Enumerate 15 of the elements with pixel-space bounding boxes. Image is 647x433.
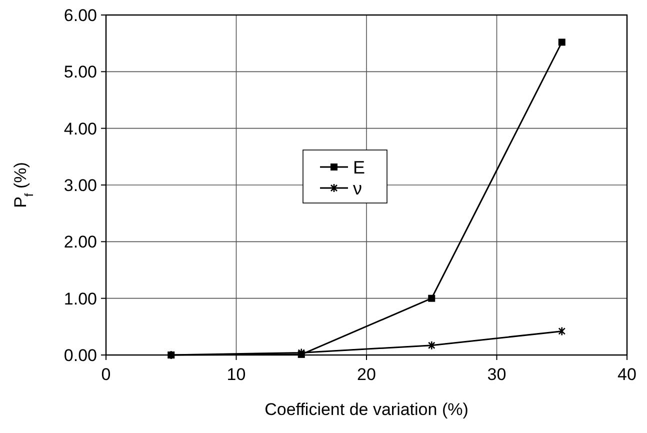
x-tick-label: 20 — [357, 365, 376, 384]
y-tick-label: 0.00 — [64, 346, 97, 365]
x-tick-label: 40 — [618, 365, 636, 384]
y-tick-label: 5.00 — [64, 62, 97, 82]
x-axis-title: Coefficient de variation (%) — [264, 400, 468, 419]
x-tick-label: 0 — [101, 365, 111, 384]
legend-label: E — [353, 157, 366, 178]
x-tick-label: 10 — [226, 365, 246, 384]
x-tick-label: 30 — [487, 365, 506, 384]
y-tick-label: 1.00 — [64, 289, 97, 308]
y-tick-label: 4.00 — [64, 119, 97, 138]
y-tick-label: 2.00 — [64, 232, 97, 252]
legend-label: ν — [353, 178, 362, 198]
y-tick-label: 3.00 — [64, 176, 97, 195]
y-tick-label: 6.00 — [64, 6, 97, 25]
